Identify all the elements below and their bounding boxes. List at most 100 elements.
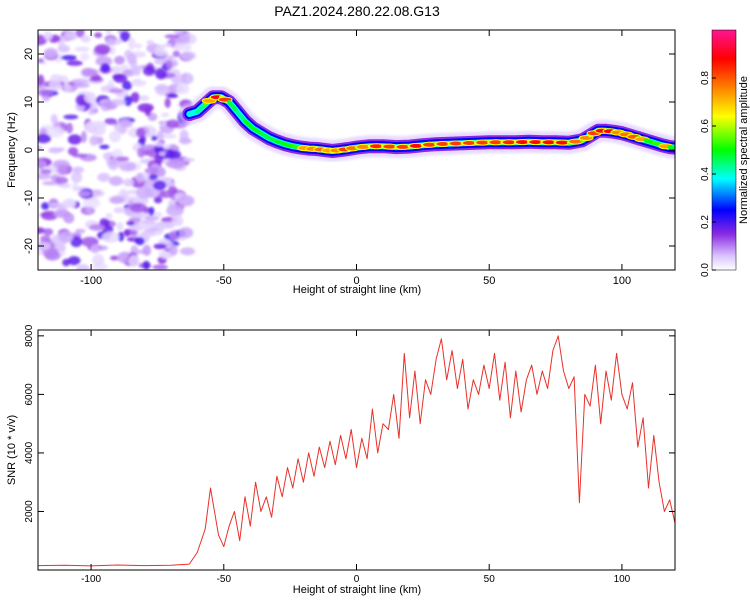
noise-blob [148,207,154,216]
noise-blob [171,76,183,84]
noise-blob [49,203,64,208]
noise-blob [186,73,192,83]
noise-blob [173,51,180,58]
noise-blob [165,98,171,108]
noise-blob [169,245,178,256]
noise-blob [101,63,111,73]
bottom-x-tick-label: 100 [614,574,631,585]
noise-blob [181,51,196,60]
noise-blob [136,128,146,138]
noise-blob [155,84,169,95]
noise-blob [71,171,82,183]
noise-blob [67,60,83,66]
noise-blob [92,190,104,197]
noise-blob [154,197,162,204]
noise-blob [40,235,51,242]
noise-blob [57,164,68,175]
noise-blob [179,138,192,144]
noise-blob [147,40,155,45]
noise-blob [129,255,140,267]
noise-blob [176,83,189,94]
noise-blob [108,158,119,170]
noise-blob [160,120,166,126]
noise-blob [154,49,168,56]
noise-blob [165,150,181,159]
noise-blob [109,88,124,93]
bottom-y-tick-label: 8000 [24,324,35,347]
bottom-x-axis-label: Height of straight line (km) [293,584,421,596]
noise-blob [131,226,144,231]
noise-blob [43,228,53,235]
noise-blob [35,174,52,180]
noise-blob [152,264,168,270]
noise-blob [166,120,180,129]
noise-blob [141,220,155,224]
noise-blob [44,48,58,59]
noise-blob [89,224,105,231]
noise-blob [130,203,147,213]
noise-blob [106,120,117,125]
noise-blob [135,237,145,245]
noise-blob [154,243,167,249]
top-y-tick-label: 10 [23,96,35,108]
noise-blob [114,56,125,65]
noise-blob [102,232,119,243]
noise-blob [145,107,151,116]
noise-blob [135,43,142,48]
bottom-y-tick-label: 2000 [24,500,35,523]
noise-blob [133,66,141,76]
noise-blob [72,167,84,174]
colorbar-tick-label: 0.4 [700,167,711,181]
noise-blob [172,215,184,226]
top-x-axis-label: Height of straight line (km) [293,284,421,296]
top-y-tick-label: 0 [23,147,35,153]
noise-blob [58,231,73,243]
top-x-tick-label: 50 [483,275,495,287]
noise-blob [80,53,89,61]
noise-blob [94,32,102,38]
top-x-tick-label: 100 [613,275,631,287]
noise-blob [62,259,70,266]
noise-blob [64,198,76,208]
noise-blob [163,144,171,149]
top-y-tick-label: -20 [23,238,35,254]
noise-blob [49,80,62,91]
noise-blob [119,162,136,172]
figure-title: PAZ1.2024.280.22.08.G13 [274,3,440,19]
noise-blob [155,142,164,147]
noise-blob [92,254,104,266]
noise-blob [180,247,195,255]
noise-blob [113,74,127,83]
colorbar-tick-label: 0.2 [700,215,711,229]
noise-blob [72,183,78,192]
top-x-tick-label: -100 [80,275,102,287]
noise-blob [63,115,78,120]
noise-blob [103,102,114,108]
noise-blob [106,38,116,45]
noise-blob [37,89,53,96]
noise-blob [48,147,62,153]
top-y-tick-label: 20 [23,48,35,60]
colorbar-tick-label: 0.8 [700,71,711,85]
noise-blob [90,244,100,253]
noise-blob [68,147,78,155]
noise-blob [166,59,173,69]
noise-blob [51,114,58,124]
bottom-y-axis-label: SNR (10 * v/v) [6,415,18,485]
colorbar-tick-label: 0.0 [700,263,711,277]
noise-blob [38,58,44,63]
noise-blob [124,229,130,236]
noise-blob [143,66,156,76]
noise-blob [123,179,134,187]
noise-blob [78,191,91,197]
noise-blob [81,131,87,143]
noise-blob [144,231,155,237]
noise-blob [117,222,124,231]
noise-blob [90,121,107,129]
noise-blob [161,113,170,117]
noise-blob [60,183,71,188]
noise-blob [68,134,82,144]
